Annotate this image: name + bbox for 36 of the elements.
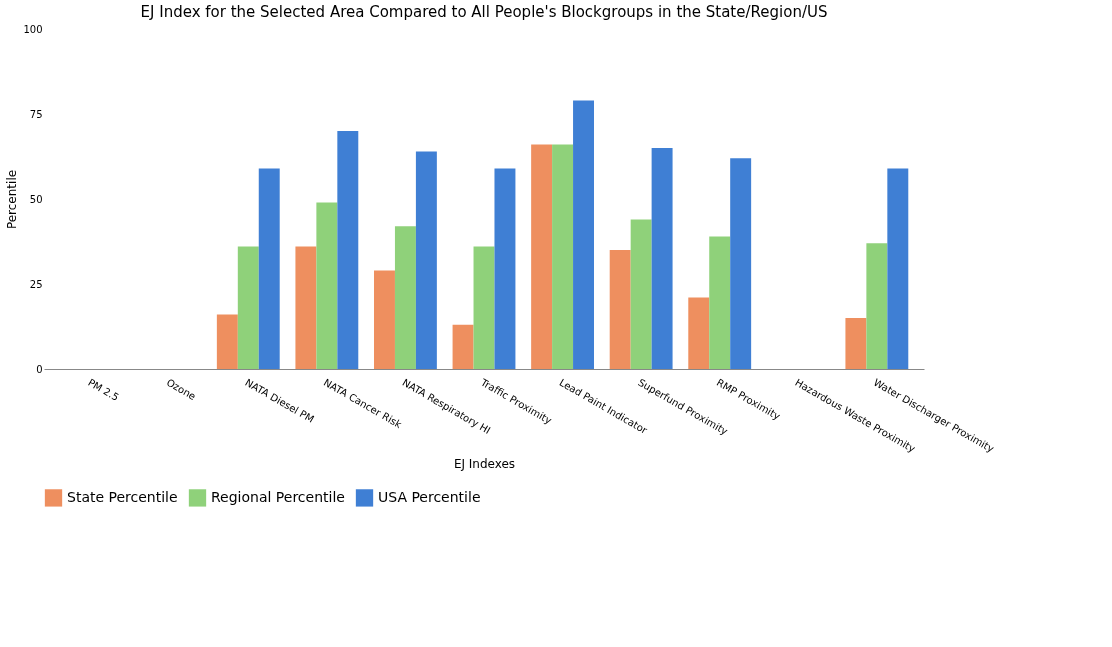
bar	[452, 324, 474, 369]
bar	[552, 144, 574, 369]
bar	[216, 314, 238, 369]
y-tick-label: 25	[29, 278, 43, 290]
bar	[258, 168, 280, 369]
bar	[630, 219, 652, 369]
bar	[651, 148, 673, 369]
y-tick-label: 75	[29, 108, 43, 120]
bar	[473, 246, 495, 369]
legend-label: Regional Percentile	[211, 488, 345, 505]
bar	[316, 202, 338, 369]
bar	[394, 226, 416, 369]
legend-label: USA Percentile	[378, 488, 481, 505]
bar	[730, 158, 752, 369]
bar	[688, 297, 710, 369]
bar	[866, 243, 888, 369]
bar	[609, 250, 631, 369]
bar	[709, 236, 731, 369]
y-axis-title: Percentile	[5, 169, 20, 230]
bar	[845, 318, 867, 369]
bar	[415, 151, 437, 369]
chart-title: EJ Index for the Selected Area Compared to All People's Blockgroups in the State/Region/US	[140, 3, 828, 21]
x-axis-title: EJ Indexes	[453, 456, 516, 471]
bar	[337, 131, 359, 369]
bar	[494, 168, 516, 369]
bar	[573, 100, 594, 369]
bar	[374, 270, 395, 369]
x-tick-label: PM 2.5	[86, 376, 121, 404]
y-tick-label: 0	[36, 363, 43, 375]
bar	[295, 246, 317, 369]
y-tick-label: 100	[23, 23, 43, 35]
y-tick-label: 50	[29, 193, 43, 205]
legend-label: State Percentile	[67, 488, 178, 505]
bar	[531, 144, 553, 369]
bar	[887, 168, 909, 369]
bar	[237, 246, 259, 369]
